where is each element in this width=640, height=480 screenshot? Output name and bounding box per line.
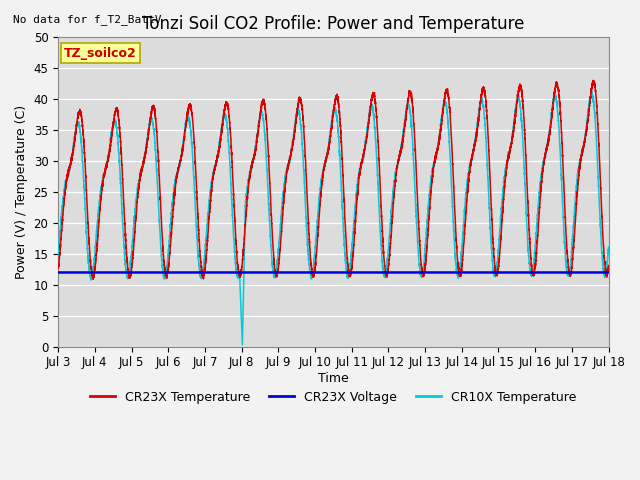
Text: No data for f_T2_BattV: No data for f_T2_BattV xyxy=(13,14,161,25)
Y-axis label: Power (V) / Temperature (C): Power (V) / Temperature (C) xyxy=(15,105,28,279)
X-axis label: Time: Time xyxy=(318,372,349,385)
Title: Tonzi Soil CO2 Profile: Power and Temperature: Tonzi Soil CO2 Profile: Power and Temper… xyxy=(142,15,525,33)
Legend: CR23X Temperature, CR23X Voltage, CR10X Temperature: CR23X Temperature, CR23X Voltage, CR10X … xyxy=(85,385,581,408)
Text: TZ_soilco2: TZ_soilco2 xyxy=(63,47,136,60)
